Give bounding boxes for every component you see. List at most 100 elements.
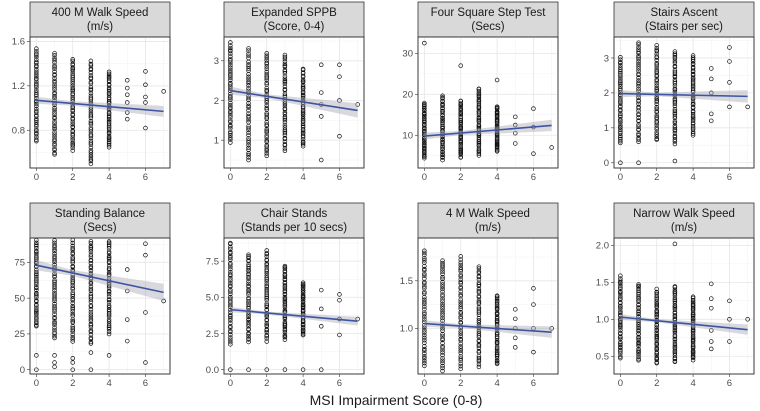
y-tick-label: 10 bbox=[402, 131, 413, 142]
data-point bbox=[494, 298, 500, 304]
data-point bbox=[282, 122, 288, 128]
data-point bbox=[440, 152, 445, 157]
data-point bbox=[88, 325, 94, 330]
data-point bbox=[52, 251, 57, 257]
data-point bbox=[422, 276, 427, 281]
data-point bbox=[246, 105, 251, 110]
data-point bbox=[52, 121, 57, 126]
data-point bbox=[88, 132, 94, 137]
data-point bbox=[476, 153, 482, 158]
data-point bbox=[422, 118, 427, 123]
data-point bbox=[52, 69, 57, 74]
data-point bbox=[476, 343, 482, 349]
data-point bbox=[440, 340, 445, 346]
data-point bbox=[654, 291, 659, 297]
confidence-band bbox=[36, 96, 164, 117]
fit-line bbox=[230, 308, 358, 322]
data-point bbox=[709, 328, 714, 333]
data-point bbox=[34, 307, 39, 313]
data-point bbox=[264, 135, 269, 140]
data-point bbox=[88, 81, 94, 86]
data-point bbox=[458, 331, 463, 336]
confidence-band bbox=[230, 307, 358, 326]
data-point bbox=[618, 77, 623, 82]
data-point bbox=[34, 59, 39, 65]
data-point bbox=[690, 100, 696, 105]
x-tick-label: 2 bbox=[70, 172, 75, 183]
data-point bbox=[672, 60, 678, 66]
data-point bbox=[34, 312, 39, 317]
data-point bbox=[458, 101, 463, 107]
data-point bbox=[246, 125, 251, 131]
data-point bbox=[654, 88, 659, 94]
data-point bbox=[654, 136, 659, 141]
data-point bbox=[34, 88, 39, 93]
data-point bbox=[70, 83, 75, 89]
data-point bbox=[618, 278, 623, 283]
data-point bbox=[494, 360, 500, 366]
data-point bbox=[264, 267, 269, 272]
data-point bbox=[690, 114, 696, 119]
data-point bbox=[88, 239, 94, 244]
data-point bbox=[88, 257, 94, 263]
data-point bbox=[476, 359, 482, 364]
data-point bbox=[282, 78, 288, 84]
data-point bbox=[228, 328, 233, 333]
data-point bbox=[88, 73, 94, 78]
data-point bbox=[458, 350, 463, 356]
data-point bbox=[636, 305, 641, 310]
data-point bbox=[70, 122, 75, 127]
data-point bbox=[476, 286, 482, 292]
data-point bbox=[282, 54, 288, 60]
data-point bbox=[52, 307, 57, 312]
x-tick-label: 6 bbox=[531, 172, 536, 183]
data-point bbox=[246, 142, 251, 148]
data-point bbox=[690, 294, 696, 300]
data-point bbox=[422, 284, 427, 289]
data-point bbox=[476, 282, 482, 287]
data-point bbox=[458, 309, 463, 315]
data-point bbox=[282, 148, 288, 154]
data-point bbox=[282, 106, 288, 111]
plot-border bbox=[29, 237, 171, 375]
data-point bbox=[654, 45, 659, 51]
data-point bbox=[88, 328, 94, 333]
data-point bbox=[161, 89, 166, 94]
data-point bbox=[440, 308, 445, 314]
data-point bbox=[88, 284, 94, 289]
data-point bbox=[458, 267, 463, 272]
data-point bbox=[228, 100, 233, 106]
data-point bbox=[422, 304, 427, 309]
data-point bbox=[636, 308, 641, 314]
data-point bbox=[143, 241, 148, 246]
data-point bbox=[319, 306, 324, 312]
data-point bbox=[88, 293, 94, 299]
data-point bbox=[246, 55, 251, 61]
data-point bbox=[337, 297, 342, 303]
data-point bbox=[246, 76, 251, 82]
data-point bbox=[654, 78, 659, 84]
data-point bbox=[70, 329, 75, 334]
data-point bbox=[34, 48, 39, 54]
y-tick-label: 3 bbox=[214, 56, 219, 67]
data-point bbox=[672, 305, 678, 311]
data-point bbox=[246, 339, 251, 345]
confidence-band bbox=[424, 320, 552, 338]
panel-2: Expanded SPPB (Score, 0-4) 1 2 3 0 2 4 6 bbox=[214, 1, 365, 183]
data-point bbox=[476, 289, 482, 294]
data-point bbox=[106, 126, 112, 131]
data-point bbox=[458, 262, 463, 268]
data-point bbox=[282, 52, 288, 58]
data-point bbox=[458, 110, 463, 115]
data-point bbox=[727, 298, 732, 304]
data-point bbox=[246, 330, 251, 336]
data-point bbox=[300, 303, 306, 309]
data-point bbox=[125, 92, 130, 97]
y-tick-label: 2.5 bbox=[206, 329, 219, 340]
x-tick-label: 4 bbox=[690, 378, 695, 389]
data-point bbox=[654, 301, 659, 306]
data-point bbox=[106, 272, 112, 277]
data-point bbox=[264, 139, 269, 145]
data-point bbox=[34, 128, 39, 134]
data-point bbox=[88, 286, 94, 292]
